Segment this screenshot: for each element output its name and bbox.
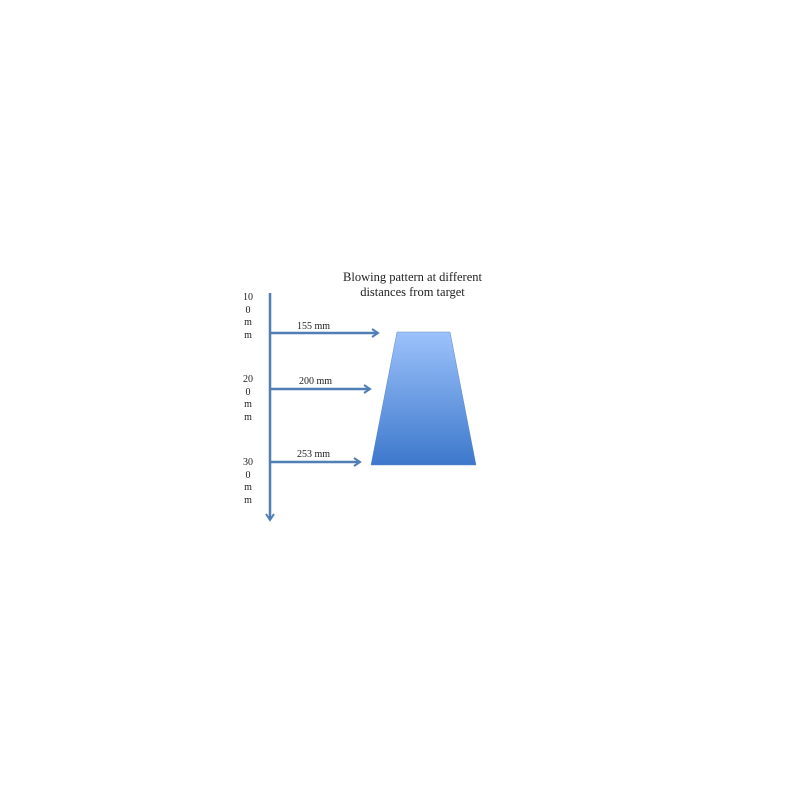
distance-label-300mm: 300mm (243, 457, 253, 506)
blowing-pattern-trapezoid (370, 331, 477, 466)
distance-label-200mm: 200mm (243, 374, 253, 423)
arrow-label-253mm: 253 mm (297, 449, 331, 460)
arrow-label-155mm: 155 mm (297, 321, 331, 332)
diagram-title: Blowing pattern at different distances f… (343, 270, 482, 299)
distance-label-100mm: 100mm (243, 292, 253, 341)
arrow-label-200mm: 200 mm (299, 376, 333, 387)
